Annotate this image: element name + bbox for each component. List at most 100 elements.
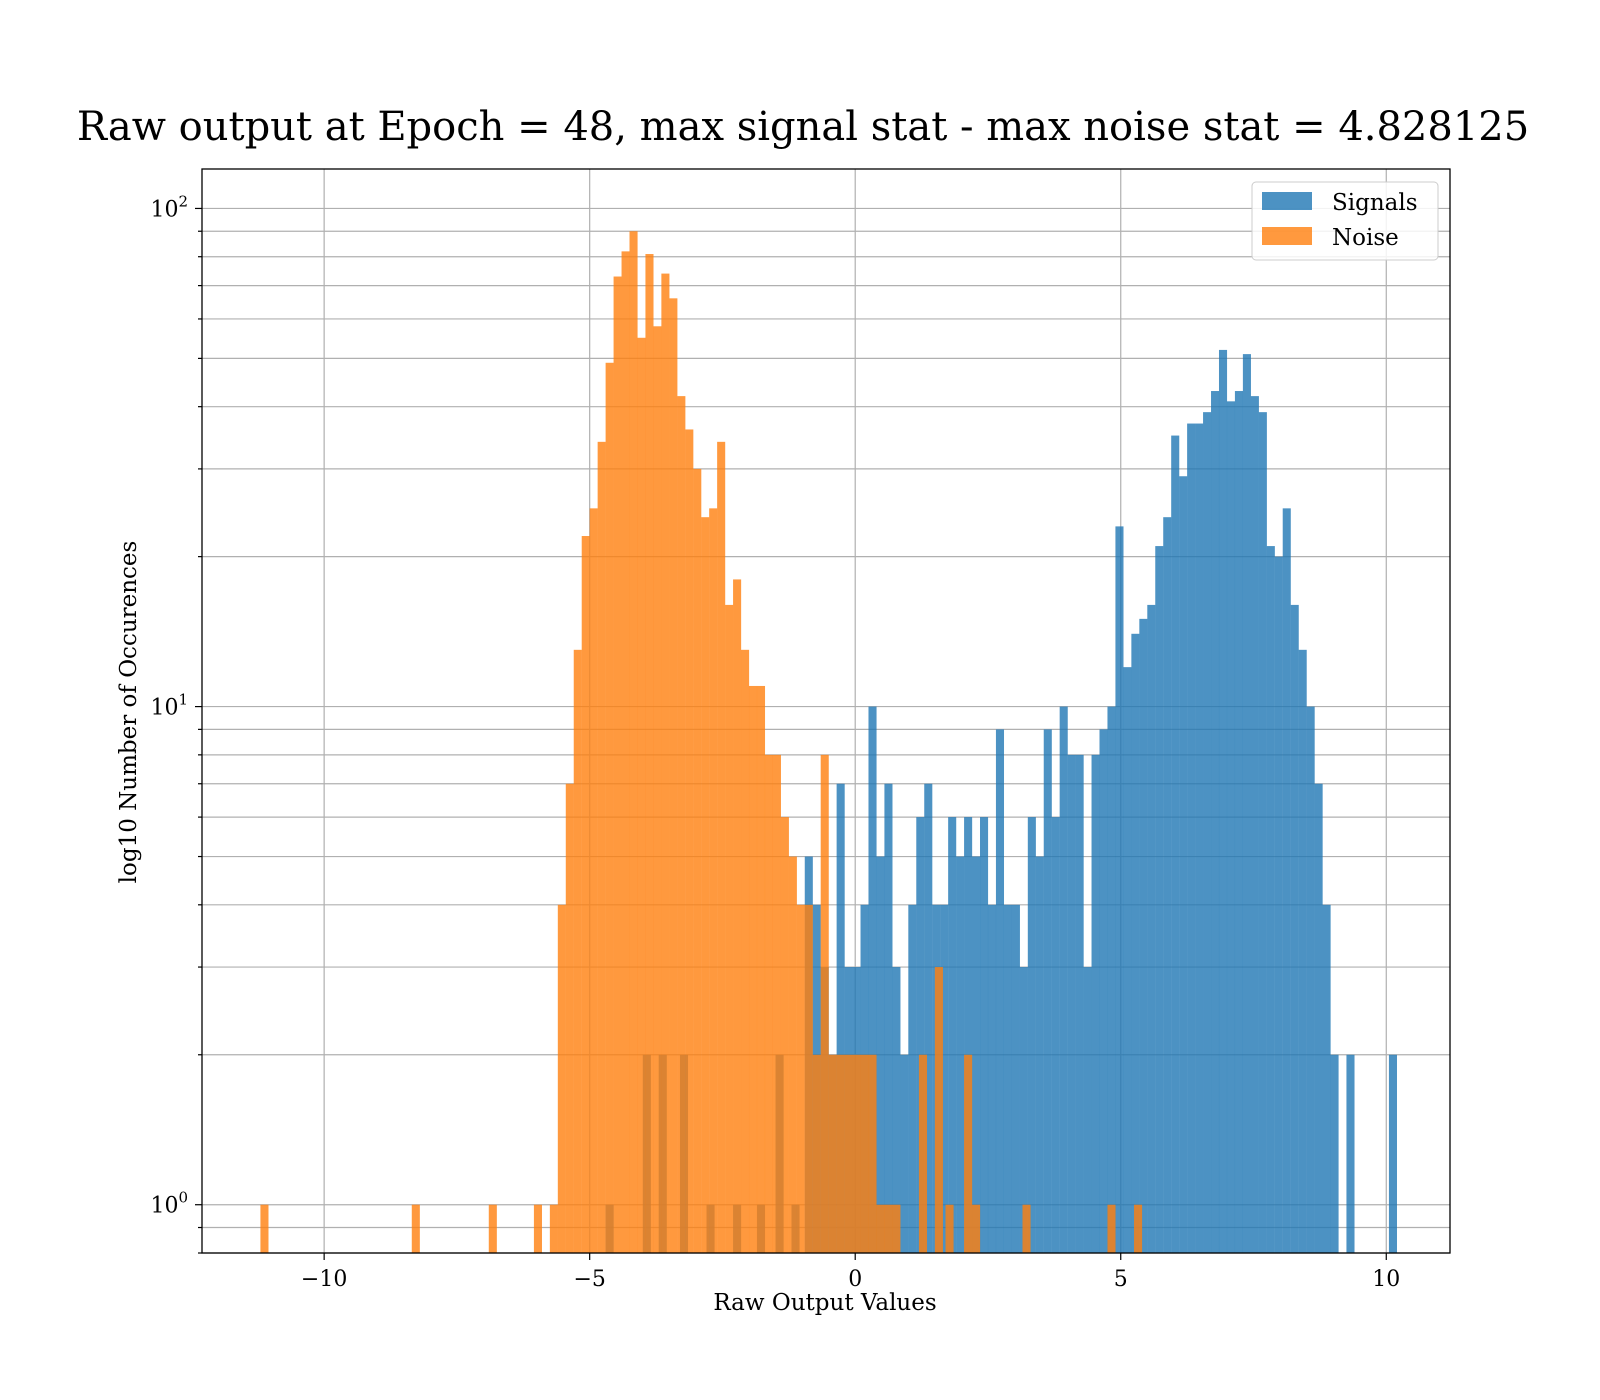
- histogram-bar: [964, 1054, 973, 1253]
- y-tick-label: 101: [150, 691, 188, 721]
- histogram-bar: [940, 904, 949, 1253]
- histogram-bar: [1218, 349, 1228, 1253]
- histogram-bar: [589, 508, 598, 1253]
- histogram-bar: [892, 967, 901, 1253]
- x-tick-label: 10: [1372, 1267, 1400, 1292]
- histogram-bar: [884, 1204, 893, 1253]
- histogram-bar: [876, 856, 885, 1253]
- x-tick-label: −10: [301, 1267, 347, 1292]
- histogram-bar: [549, 1204, 558, 1253]
- histogram-bar: [756, 685, 766, 1253]
- histogram-bar: [1242, 354, 1251, 1254]
- histogram-bar: [677, 396, 686, 1253]
- histogram-bar: [1131, 633, 1140, 1253]
- x-axis-label: Raw Output Values: [713, 1290, 936, 1316]
- histogram-bar: [980, 817, 989, 1253]
- histogram-bar: [1091, 754, 1100, 1253]
- histogram-bar: [685, 429, 694, 1253]
- histogram-bar: [748, 685, 758, 1253]
- histogram-bar: [987, 904, 997, 1253]
- histogram-bar: [1330, 1054, 1339, 1253]
- histogram-bar: [796, 904, 805, 1253]
- histogram-bar: [1107, 706, 1116, 1253]
- legend: Signals Noise: [1251, 181, 1439, 261]
- histogram-bar: [605, 362, 614, 1253]
- histogram-bar: [916, 817, 925, 1253]
- legend-swatch-signals: [1262, 192, 1312, 210]
- histogram-bar: [488, 1204, 497, 1253]
- histogram-bar: [533, 1204, 542, 1253]
- histogram-bar: [1179, 476, 1188, 1253]
- histogram-bar: [1051, 817, 1060, 1253]
- histogram-bar: [669, 298, 678, 1254]
- histogram-bar: [637, 337, 646, 1253]
- x-tick-label: −5: [573, 1267, 605, 1292]
- histogram-bar: [1115, 526, 1124, 1253]
- histogram-bar: [1258, 412, 1267, 1253]
- histogram-bar: [1187, 423, 1196, 1253]
- histogram-bar: [1155, 546, 1164, 1253]
- histogram-bar: [924, 783, 933, 1253]
- histogram-bar: [918, 1054, 928, 1253]
- histogram-bar: [1203, 412, 1212, 1253]
- histogram-bar: [868, 706, 877, 1253]
- legend-swatch-noise: [1262, 227, 1312, 245]
- histogram-bar: [1011, 904, 1020, 1253]
- histogram-bar: [860, 1054, 869, 1253]
- chart-title: Raw output at Epoch = 48, max signal sta…: [77, 104, 1529, 150]
- histogram-bar: [764, 754, 773, 1253]
- histogram-bar: [788, 856, 797, 1253]
- histogram-bar: [956, 856, 965, 1253]
- histogram-bar: [693, 468, 702, 1254]
- histogram-bar: [1147, 604, 1156, 1253]
- histogram-bar: [1059, 706, 1068, 1253]
- histogram-bars: [260, 231, 1397, 1254]
- histogram-bar: [701, 517, 710, 1253]
- y-tick-label: 100: [150, 1189, 188, 1219]
- histogram-bar: [876, 1204, 885, 1253]
- histogram-bar: [1346, 1054, 1355, 1253]
- legend-label-signals: Signals: [1332, 190, 1418, 216]
- histogram-bar: [565, 783, 574, 1253]
- histogram-bar: [573, 649, 582, 1253]
- plot-frame: [201, 168, 1451, 1254]
- histogram-bar: [411, 1204, 420, 1253]
- histogram-bar: [1022, 1204, 1031, 1253]
- histogram-bar: [945, 1204, 954, 1253]
- histogram-bar: [725, 604, 734, 1253]
- histogram-bar: [772, 754, 781, 1253]
- histogram-bar: [812, 1054, 821, 1253]
- x-tick-label: 5: [1114, 1267, 1128, 1292]
- histogram-bar: [1250, 396, 1259, 1253]
- histogram-bar: [1282, 508, 1291, 1253]
- histogram-bar: [836, 1054, 845, 1253]
- histogram-bar: [1163, 517, 1172, 1253]
- histogram-bar: [1139, 618, 1148, 1253]
- histogram-bar: [741, 649, 750, 1253]
- histogram-bar: [948, 817, 957, 1253]
- histogram-bar: [1266, 546, 1275, 1253]
- histogram-bar: [804, 904, 813, 1253]
- histogram-bar: [868, 1054, 877, 1253]
- y-tick-label: 102: [150, 192, 188, 222]
- histogram-bar: [1211, 391, 1220, 1253]
- histogram-bar: [733, 579, 742, 1253]
- histogram-bar: [709, 508, 718, 1253]
- histogram-bar: [1134, 1204, 1143, 1253]
- histogram-bar: [892, 1204, 901, 1253]
- histogram-bar: [884, 783, 893, 1253]
- histogram-bar: [1003, 904, 1012, 1253]
- histogram-bar: [964, 817, 973, 1253]
- histogram-bar: [1298, 649, 1307, 1253]
- histogram-bar: [972, 856, 981, 1253]
- histogram-bar: [260, 1204, 269, 1253]
- x-axis-ticks: −10 −5 0 5 10: [301, 1253, 1400, 1292]
- histogram-bar: [717, 441, 726, 1254]
- histogram-bar: [852, 1054, 861, 1253]
- histogram-bar: [1035, 856, 1044, 1253]
- histogram-bar: [1226, 401, 1236, 1253]
- y-axis-label: log10 Number of Occurences: [116, 541, 142, 884]
- x-tick-label: 0: [848, 1267, 862, 1292]
- histogram-bar: [1019, 967, 1028, 1253]
